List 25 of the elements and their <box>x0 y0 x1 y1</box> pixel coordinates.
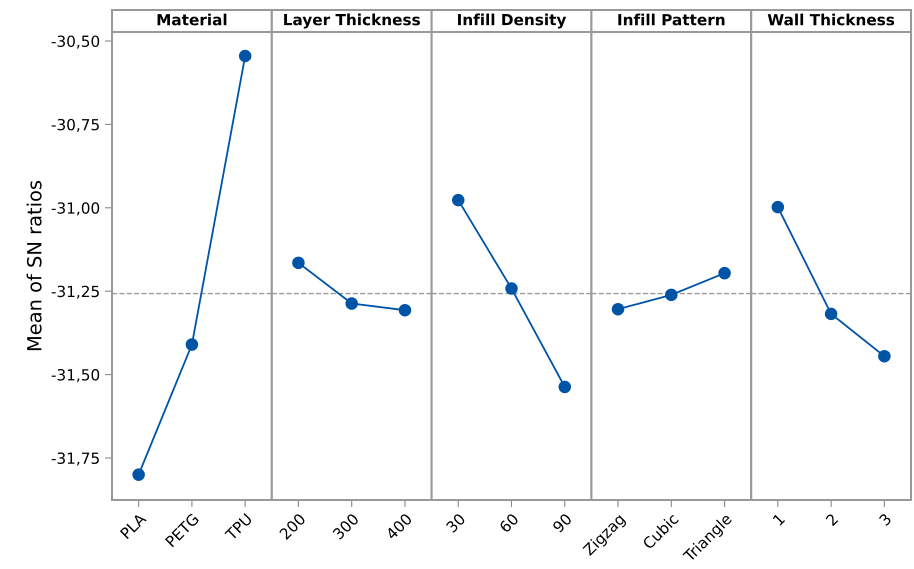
x-tick-label: 60 <box>498 512 520 534</box>
chart-title: Layer Thickness <box>284 14 420 28</box>
x-tick-label: 3 <box>878 512 892 526</box>
x-tick-label: 30 <box>446 512 466 534</box>
y-tick-label: -30,50 <box>52 35 100 49</box>
y-tick-label: -31,50 <box>52 369 100 382</box>
chart-title: Infill Pattern <box>618 14 724 26</box>
y-tick-label: -31,75 <box>52 452 99 466</box>
x-tick-label: 400 <box>385 512 413 540</box>
x-tick-label: TPU <box>224 513 253 542</box>
x-tick-label: 90 <box>552 512 572 534</box>
x-tick-label: 2 <box>825 513 838 526</box>
y-axis-title: Mean of SN ratios <box>26 180 42 350</box>
y-tick-label: -30,75 <box>52 118 99 132</box>
y-tick-label: -31,25 <box>52 286 99 299</box>
x-tick-label: PLA <box>120 512 147 540</box>
chart-title: Wall Thickness <box>768 14 894 26</box>
point <box>186 338 198 351</box>
x-tick-label: 300 <box>332 512 360 540</box>
point <box>238 50 252 62</box>
point <box>132 468 145 481</box>
x-tick-label: 1 <box>772 513 786 526</box>
y-tick-label: -31,00 <box>52 202 100 216</box>
chart-title: Material <box>158 14 226 26</box>
chart-title: Infill Density <box>458 14 566 28</box>
